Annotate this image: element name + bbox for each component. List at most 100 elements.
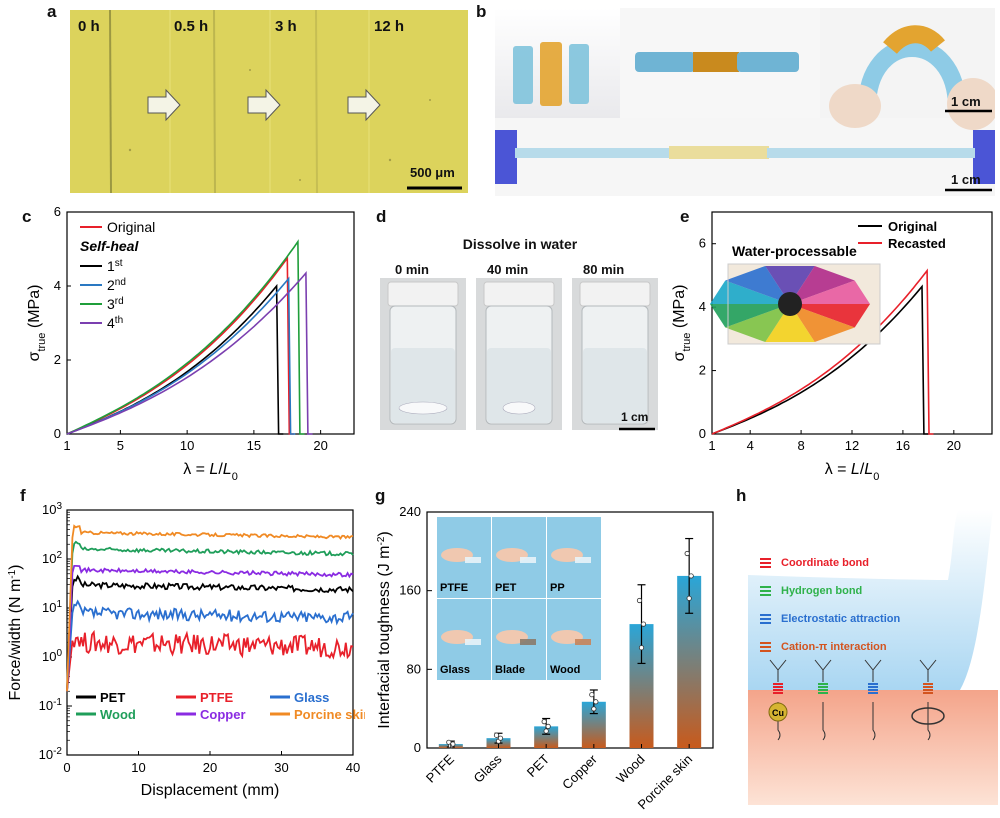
substrate [520,639,536,645]
substrate-chain [822,702,826,741]
time-label: 0.5 h [174,18,209,35]
substrate [575,639,591,645]
y-tick-label: 100 [42,648,62,665]
panel-h: Coordinate bond Hydrogen bond Electrostati… [748,505,998,805]
molecule-sketch [814,659,832,682]
substrate [575,557,591,563]
legend-item: Cation-π interaction [760,633,900,661]
bond-icon [760,557,771,569]
inset-segment [710,280,790,304]
legend-label: Porcine skin [294,707,365,722]
legend-label: Coordinate bond [781,557,869,569]
inset-center [778,292,802,316]
legend-label: Wood [100,707,136,722]
arrow-icon [147,88,181,122]
y-tick-label: 10-1 [39,697,63,714]
inset-segment [725,304,790,343]
vial-cap [387,281,459,307]
hydrogel-piece [502,401,536,415]
substrate-chain [872,702,876,741]
legend-label: Original [888,219,937,234]
y-tick-label: 101 [42,599,62,616]
bar [534,726,559,748]
scale-bar-label: 1 cm [621,410,649,424]
plot-frame [66,211,355,435]
hydrogel-piece [398,401,448,415]
y-axis-label: Interfacial toughness (J m-2) [376,531,394,728]
x-tick-label: 15 [247,438,261,453]
series-line [66,270,313,435]
y-tick-label: 103 [42,501,62,518]
data-point [543,728,549,734]
y-tick-label: 4 [54,278,61,293]
panel-b: 1 cm 1 cm [495,8,999,196]
chart-e: 1 4 8 12 16 20 0 2 4 6 λ = L/L0 σtrue (MPa) Original… [671,211,993,480]
x-tick-label: Glass [471,751,505,785]
time-label: 0 min [395,262,429,277]
x-tick-label: 40 [346,760,360,775]
panel-d: Dissolve in water 0 min 40 min 80 min 1 … [375,232,665,442]
x-tick-label: 10 [131,760,145,775]
legend-label: Glass [294,690,329,705]
x-tick-label: Copper [559,751,600,792]
y-tick-label: 0 [699,426,706,441]
copper-ion [768,702,788,722]
series-line [66,524,354,692]
data-point [541,719,547,725]
y-tick-label: 2 [54,352,61,367]
vial-photos [380,278,658,431]
substrate [465,639,481,645]
legend-item: Coordinate bond [760,549,900,577]
bond-icon [760,613,771,625]
legend-label: PTFE [200,690,234,705]
x-tick-label: PET [524,751,553,780]
data-point [593,699,599,705]
substrate [465,557,481,563]
plot-frame [426,511,714,749]
panel-label-e: e [680,207,690,226]
inset-segment [790,304,855,343]
water [583,348,647,423]
x-tick-label: Wood [613,752,647,786]
inset-segment [790,304,870,328]
y-tick-label: 240 [399,504,421,519]
time-label: 40 min [487,262,529,277]
data-point [686,595,692,601]
inset-title: Water-processable [732,243,857,259]
inset-label: Blade [495,664,525,676]
series-line [66,239,305,435]
substrate-chain [777,702,781,741]
time-label: 0 h [78,18,100,35]
vial-cap [579,281,651,307]
substrate-chain [927,702,931,741]
y-tick-label: 10-2 [39,746,63,763]
arrow-icon [247,88,281,122]
y-axis-label: σtrue (MPa) [671,285,693,362]
y-tick-label: 2 [699,363,706,378]
inset-label: PTFE [440,582,468,594]
series-line [66,283,284,435]
panel-label-h: h [736,486,747,505]
y-tick-label: 4 [699,299,706,314]
y-tick-label: 80 [407,661,421,676]
inset-segment [765,304,815,343]
inset-segment [790,280,870,304]
data-point [591,706,597,712]
x-tick-label: 1 [63,438,70,453]
data-point [589,692,595,698]
x-tick-label: 0 [63,760,70,775]
chart-g: 0 80 160 240 Interfacial toughness (J m-2) PT… [376,504,714,812]
series-line [711,284,929,435]
data-point [545,723,551,729]
scale-bar-label: 500 μm [410,165,455,180]
data-point [684,550,690,557]
panel-a-micrographs [70,9,468,194]
water [487,348,551,423]
scale-bar-label: 1 cm [951,94,981,109]
panel-label-f: f [20,486,26,505]
y-axis-label: Force/width (N m-1) [7,564,25,700]
legend-label: 3rd [107,296,124,313]
chart-f: 0 10 20 30 40 10-2 10-1 100 101 102 103 Displacemen… [7,501,366,800]
inset-segment [765,265,815,304]
